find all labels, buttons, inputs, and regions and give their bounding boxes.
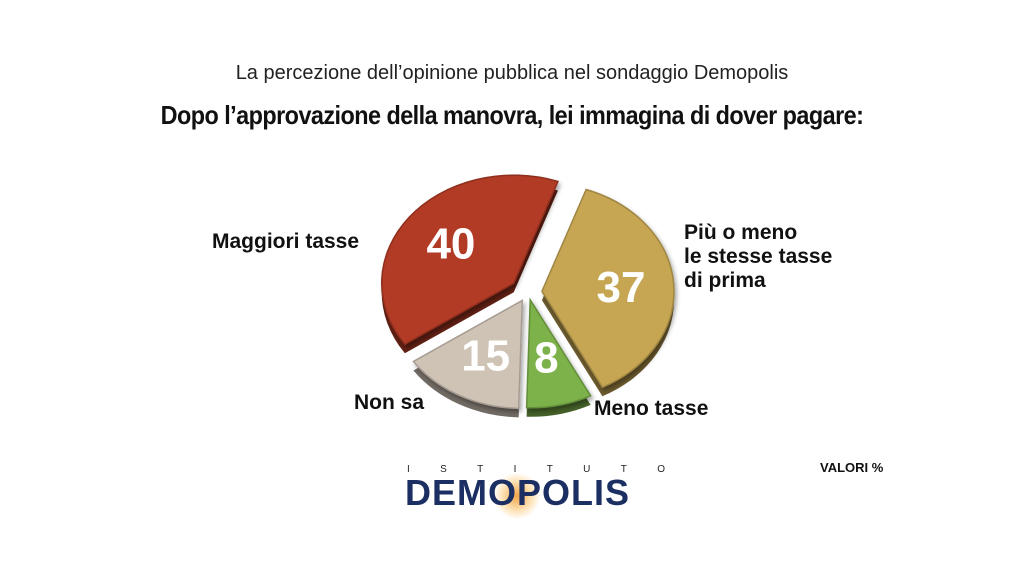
pie-value-label: 40 [426,220,475,269]
slice-label-line: di prima [684,269,766,292]
pie-slice [525,297,592,409]
slice-label-meno-tasse: Meno tasse [594,397,709,420]
slice-label-line: Più o meno [684,221,798,244]
slice-label-stesse-tasse: Più o meno le stesse tasse di prima [684,221,832,293]
values-unit-note: VALORI % [820,460,884,475]
slice-label-maggiori-tasse: Maggiori tasse [212,230,360,253]
logo-demopolis: DEMOPOLIS [405,472,631,513]
slice-label-line: le stesse tasse [684,245,833,268]
logo-glow [494,473,540,519]
pie-slice [381,174,559,346]
chart-title: Dopo l’approvazione della manovra, lei i… [160,100,864,130]
pie-value-label: 15 [461,331,510,380]
chart-subtitle: La percezione dell’opinione pubblica nel… [235,62,789,84]
slice-label-non-sa: Non sa [354,391,425,414]
pie-slice [412,299,524,410]
pie-value-label: 37 [597,263,646,312]
pie-slice [541,188,675,389]
pie-value-label: 8 [534,334,558,383]
